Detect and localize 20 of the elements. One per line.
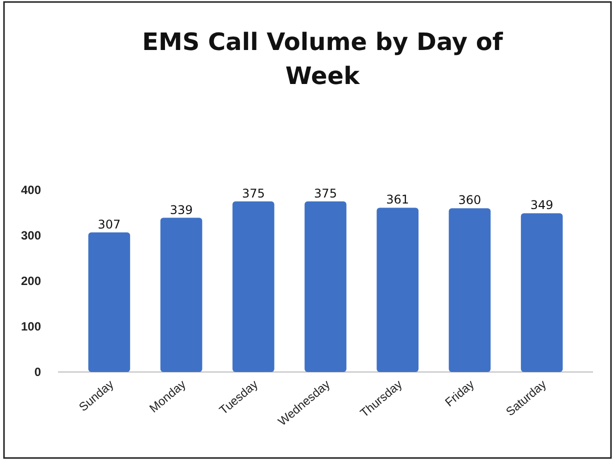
chart-title: EMS Call Volume by Day of Week [142, 28, 504, 90]
data-label: 375 [242, 186, 265, 200]
y-tick-label: 0 [34, 364, 42, 379]
bar [304, 201, 346, 372]
data-label: 360 [458, 193, 482, 208]
bar [88, 232, 130, 372]
bar [448, 208, 491, 372]
data-label: 349 [530, 198, 554, 212]
bar [160, 218, 202, 372]
y-tick-label: 200 [20, 274, 42, 288]
data-label: 361 [386, 192, 410, 207]
y-tick-label: 300 [20, 228, 42, 242]
data-label: 375 [314, 186, 337, 200]
bar [232, 201, 274, 372]
bar [520, 213, 563, 372]
data-label: 339 [170, 202, 193, 217]
y-tick-label: 400 [20, 182, 42, 197]
bar [376, 208, 419, 372]
data-label: 307 [98, 217, 121, 232]
y-tick-label: 100 [20, 319, 42, 334]
